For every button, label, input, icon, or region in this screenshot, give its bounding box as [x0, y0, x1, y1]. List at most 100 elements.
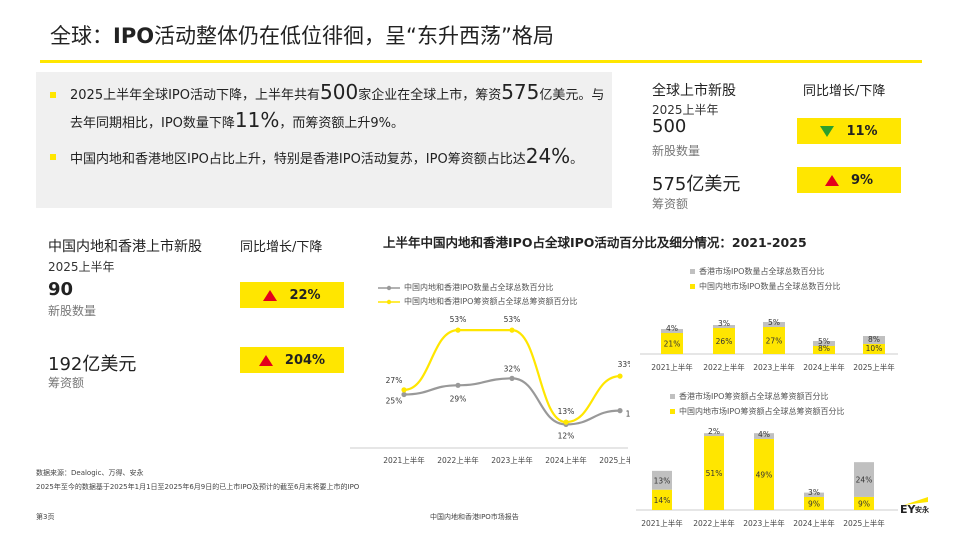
bar-segment-hongkong — [704, 433, 724, 437]
bar-segment-hongkong — [661, 329, 683, 333]
x-tick-label: 2022上半年 — [693, 518, 735, 528]
china-count-value: 90 — [48, 279, 74, 300]
data-label: 9% — [808, 499, 820, 508]
summary-box: 2025上半年全球IPO活动下降，上半年共有500家企业在全球上市，筹资575亿… — [36, 72, 612, 208]
ey-logo: EY 安永 — [900, 495, 929, 516]
funds-legend-mainland: 中国内地市场IPO筹资额占全球总筹资额百分比 — [670, 406, 844, 417]
funds-stacked-bar-chart: 14% 13% 2021上半年 51% 2% 2022上半年 49% 4% 2023上半年 9% 3… — [636, 427, 898, 528]
bar-segment-hongkong — [804, 492, 824, 497]
page-number: 第3页 — [36, 513, 55, 521]
data-label: 4% — [666, 324, 678, 333]
x-tick-label: 2024上半年 — [803, 362, 845, 372]
data-label: 14% — [654, 496, 671, 505]
bar-segment-mainland — [804, 496, 824, 510]
data-point — [617, 373, 623, 379]
count-legend-mainland: 中国内地市场IPO数量占全球总数百分比 — [690, 281, 840, 292]
data-point — [401, 391, 407, 398]
series-line-0 — [403, 377, 621, 426]
bar-segment-hongkong — [863, 336, 885, 344]
bullet-marker — [50, 92, 56, 98]
data-label: 8% — [868, 335, 880, 344]
data-label: 53% — [450, 315, 467, 324]
x-tick-label: 2023上半年 — [753, 362, 795, 372]
bar-segment-hongkong — [754, 433, 774, 439]
bar-segment-hongkong — [854, 462, 874, 497]
series-line-1 — [403, 329, 621, 424]
x-tick-label: 2022上半年 — [703, 362, 745, 372]
china-heading: 中国内地和香港上市新股 — [48, 239, 202, 255]
data-label: 13% — [654, 476, 671, 485]
data-label: 10% — [866, 344, 883, 353]
global-yoy-heading: 同比增长/下降 — [803, 84, 886, 99]
data-label: 33% — [618, 360, 630, 369]
data-point — [401, 387, 407, 393]
count-legend-hk: 香港市场IPO数量占全球总数百分比 — [690, 266, 824, 277]
china-funds-value: 192亿美元 — [48, 354, 137, 375]
bar-segment-hongkong — [813, 341, 835, 346]
data-label: 32% — [504, 364, 521, 373]
global-funds-label: 筹资额 — [652, 197, 689, 211]
data-label: 5% — [818, 337, 830, 346]
china-funds-label: 筹资额 — [48, 376, 85, 390]
data-point — [455, 382, 461, 388]
data-label: 8% — [818, 344, 830, 353]
data-label: 13% — [558, 407, 575, 416]
bar-segment-hongkong — [652, 470, 672, 490]
x-tick-label: 2023上半年 — [491, 455, 533, 465]
data-label: 26% — [716, 337, 733, 346]
data-label: 2% — [708, 427, 720, 436]
data-point — [509, 375, 515, 381]
bar-segment-mainland — [813, 346, 835, 354]
data-label: 9% — [858, 499, 870, 508]
bar-segment-mainland — [863, 344, 885, 354]
data-label: 29% — [450, 394, 467, 403]
gray-square-icon — [690, 269, 695, 274]
global-count-value: 500 — [652, 116, 687, 137]
china-count-label: 新股数量 — [48, 304, 97, 318]
yellow-square-icon — [690, 284, 695, 289]
global-funds-value: 575亿美元 — [652, 174, 741, 195]
data-label: 3% — [718, 319, 730, 328]
funds-legend-hk: 香港市场IPO筹资额占全球总筹资额百分比 — [670, 391, 828, 402]
global-period: 2025上半年 — [652, 103, 719, 117]
data-label: 12% — [558, 431, 575, 440]
bar-segment-mainland — [661, 333, 683, 354]
bar-segment-mainland — [652, 489, 672, 510]
page-title: 全球：IPO活动整体仍在低位徘徊，呈“东升西荡”格局 — [50, 24, 554, 48]
x-tick-label: 2021上半年 — [651, 362, 693, 372]
data-label: 5% — [768, 318, 780, 327]
x-tick-label: 2025上半年 — [853, 362, 895, 372]
x-tick-label: 2024上半年 — [793, 518, 835, 528]
data-label: 51% — [706, 469, 723, 478]
line-legend-funds: 中国内地和香港IPO筹资额占全球总筹资额百分比 — [378, 296, 577, 307]
report-name: 中国内地和香港IPO市场报告 — [430, 513, 519, 521]
gray-line-legend-icon — [378, 285, 400, 290]
bar-segment-mainland — [854, 496, 874, 510]
global-count-change-badge: 11% — [797, 118, 901, 144]
bar-segment-mainland — [763, 327, 785, 354]
gray-square-icon — [670, 394, 675, 399]
bar-segment-mainland — [713, 328, 735, 354]
x-tick-label: 2022上半年 — [437, 455, 479, 465]
data-label: 3% — [808, 488, 820, 497]
up-arrow-icon — [258, 354, 273, 366]
china-yoy-heading: 同比增长/下降 — [240, 240, 323, 255]
china-period: 2025上半年 — [48, 260, 115, 274]
count-stacked-bar-chart: 21%4%2021上半年26%3%2022上半年27%5%2023上半年8%5%… — [640, 318, 898, 372]
data-label: 53% — [504, 315, 521, 324]
data-point — [563, 419, 569, 425]
down-arrow-icon — [820, 125, 835, 137]
summary-bullet-1: 2025上半年全球IPO活动下降，上半年共有500家企业在全球上市，筹资575亿… — [70, 80, 605, 132]
yellow-line-legend-icon — [378, 299, 400, 304]
charts-title: 上半年中国内地和香港IPO占全球IPO活动百分比及细分情况：2021-2025 — [383, 235, 807, 250]
china-count-change-badge: 22% — [240, 282, 344, 308]
data-label: 25% — [386, 397, 403, 406]
x-tick-label: 2025上半年 — [843, 518, 885, 528]
x-tick-label: 2025上半年 — [599, 455, 630, 465]
summary-bullet-2: 中国内地和香港地区IPO占比上升，特别是香港IPO活动复苏，IPO筹资额占比达2… — [70, 144, 584, 168]
bullet-marker — [50, 154, 56, 160]
global-count-label: 新股数量 — [652, 144, 701, 158]
line-legend-count: 中国内地和香港IPO数量占全球总数百分比 — [378, 282, 553, 293]
x-tick-label: 2021上半年 — [383, 455, 425, 465]
footer-source: 数据来源：Dealogic、万得、安永 — [36, 469, 144, 477]
